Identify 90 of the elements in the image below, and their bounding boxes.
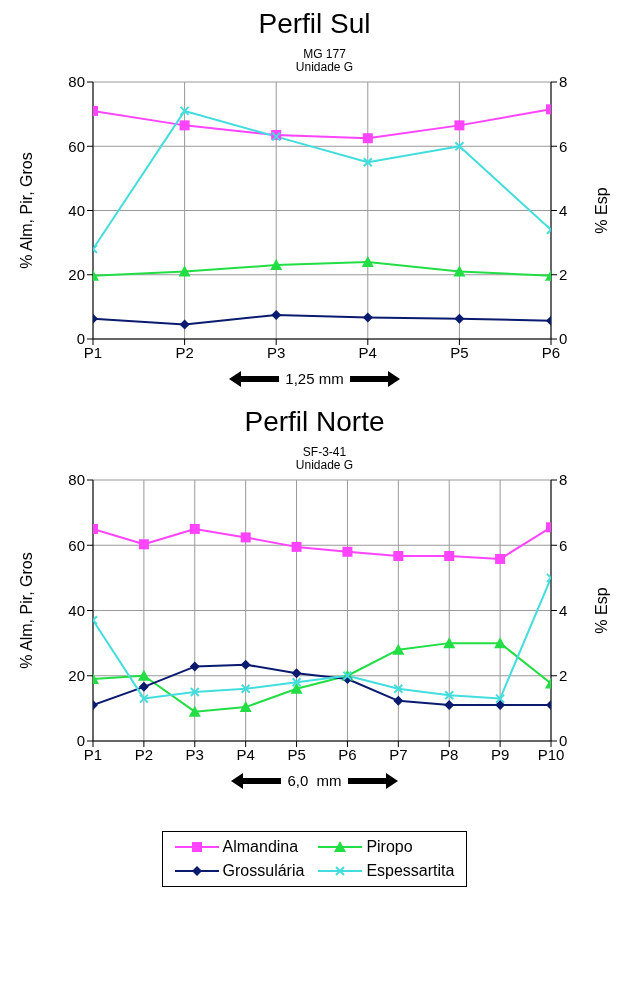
point <box>361 255 374 267</box>
y-tick-label: 20 <box>68 667 85 685</box>
point <box>240 683 251 694</box>
point <box>454 141 465 152</box>
point <box>393 695 404 706</box>
x-tick-label: P3 <box>185 745 204 763</box>
point <box>189 661 200 672</box>
text: 1,25 mm <box>285 370 344 387</box>
y-tick-label: 0 <box>76 732 85 750</box>
y2-tick-label: 2 <box>559 667 568 685</box>
point <box>494 637 507 649</box>
x-tick-label: P2 <box>175 343 194 361</box>
chart-title: Perfil Sul <box>257 8 372 40</box>
x-tick-label: P9 <box>490 745 510 763</box>
chart-subtitle: SF-3-41 Unidade G <box>294 445 355 472</box>
point <box>138 681 149 692</box>
y-tick-label: 80 <box>68 471 85 489</box>
point <box>444 700 455 711</box>
point <box>138 693 149 704</box>
point <box>393 551 404 562</box>
point <box>137 669 150 681</box>
y2-tick-label: 4 <box>559 601 568 619</box>
x-tick-label: P7 <box>389 745 408 763</box>
y2-axis-title: % Esp <box>592 587 610 634</box>
point <box>291 541 302 552</box>
point <box>290 682 303 694</box>
y2-tick-label: 6 <box>559 137 568 155</box>
y2-tick-label: 2 <box>559 266 568 284</box>
y-axis-title: % Alm, Pir, Gros <box>17 552 35 669</box>
point <box>362 312 373 323</box>
point <box>495 693 506 704</box>
point <box>444 551 455 562</box>
point <box>179 120 190 131</box>
point <box>188 705 201 717</box>
x-tick-label: P2 <box>134 745 154 763</box>
point <box>270 259 283 271</box>
x-tick-label: P5 <box>450 343 469 361</box>
legend-label: Piropo <box>366 838 413 856</box>
x-tick-label: P4 <box>358 343 377 361</box>
y2-tick-label: 8 <box>559 73 568 91</box>
x-tick-label: P4 <box>236 745 255 763</box>
y2-tick-label: 4 <box>559 201 568 219</box>
y2-tick-label: 0 <box>559 330 568 348</box>
point <box>362 157 373 168</box>
point <box>179 319 190 330</box>
y-tick-label: 60 <box>68 137 85 155</box>
point <box>271 309 282 320</box>
point <box>454 313 465 324</box>
point <box>189 687 200 698</box>
y-tick-label: 40 <box>68 201 85 219</box>
point <box>240 659 251 670</box>
point <box>179 105 190 116</box>
x-tick-label: P1 <box>83 343 103 361</box>
point <box>392 643 405 655</box>
x-tick-label: P8 <box>440 745 459 763</box>
point <box>454 120 465 131</box>
legend-label: Grossulária <box>222 862 305 880</box>
x-tick-label: P6 <box>338 745 357 763</box>
y-tick-label: 0 <box>76 330 85 348</box>
point <box>291 668 302 679</box>
point <box>444 690 455 701</box>
x-tick-label: P3 <box>267 343 286 361</box>
point <box>342 546 353 557</box>
y2-axis-title: % Esp <box>592 187 610 234</box>
y-tick-label: 80 <box>68 73 85 91</box>
point <box>138 539 149 550</box>
x-tick-label: P1 <box>83 745 103 763</box>
y-tick-label: 20 <box>68 266 85 284</box>
x-tick-label: P6 <box>541 343 561 361</box>
point <box>178 265 191 277</box>
y-tick-label: 60 <box>68 536 85 554</box>
y2-tick-label: 6 <box>559 536 568 554</box>
legend-label: Almandina <box>222 838 299 856</box>
point <box>240 532 251 543</box>
y2-tick-label: 8 <box>559 471 568 489</box>
x-tick-label: P5 <box>287 745 306 763</box>
point <box>291 677 302 688</box>
chart-title: Perfil Norte <box>243 406 386 438</box>
y-axis-title: % Alm, Pir, Gros <box>17 152 35 269</box>
point <box>189 523 200 534</box>
text: 6,0 mm <box>287 772 342 789</box>
chart-subtitle: MG 177 Unidade G <box>294 47 355 74</box>
point <box>239 701 252 713</box>
point <box>453 265 466 277</box>
point <box>393 683 404 694</box>
y-tick-label: 40 <box>68 601 85 619</box>
point <box>443 637 456 649</box>
point <box>362 133 373 144</box>
point <box>495 553 506 564</box>
legend-label: Espessartita <box>366 862 455 880</box>
